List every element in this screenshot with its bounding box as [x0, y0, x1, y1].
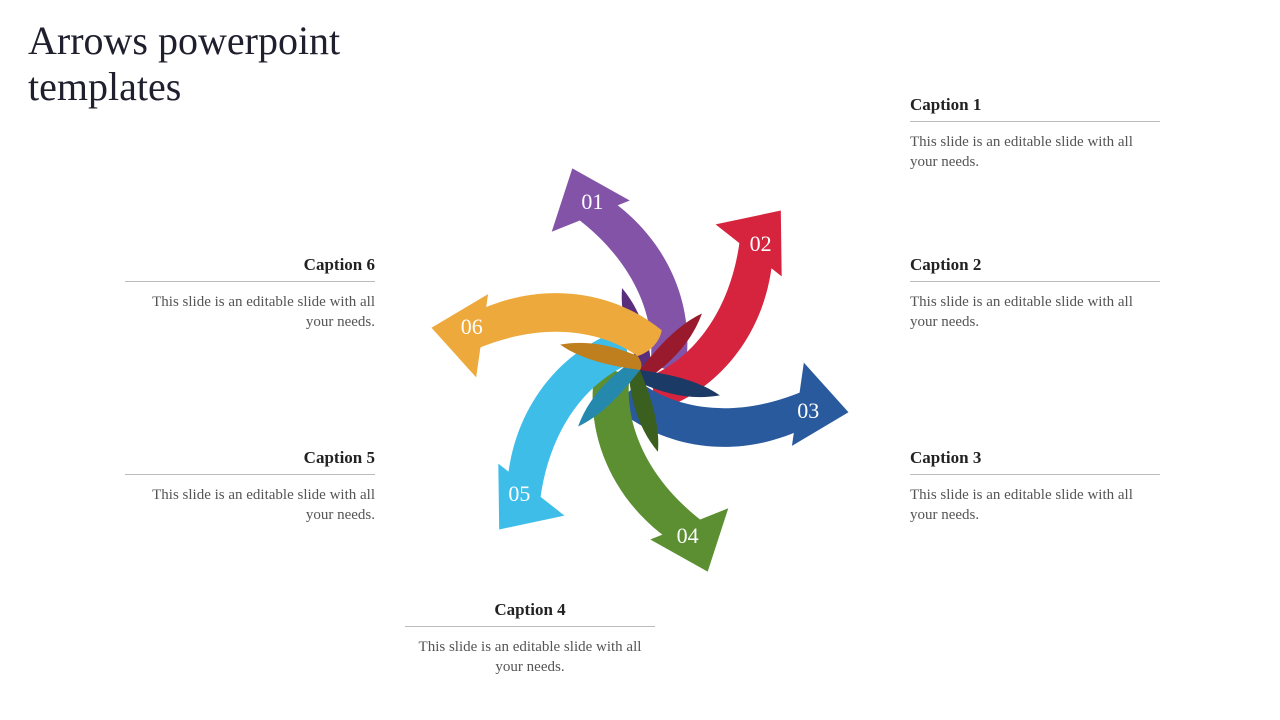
caption-3: Caption 3 This slide is an editable slide…: [910, 448, 1160, 526]
caption-2-title: Caption 2: [910, 255, 1160, 282]
caption-5-body: This slide is an editable slide with all…: [125, 485, 375, 526]
caption-6-title: Caption 6: [125, 255, 375, 282]
caption-5: Caption 5 This slide is an editable slide…: [125, 448, 375, 526]
page-title: Arrows powerpoint templates: [28, 18, 488, 110]
caption-2: Caption 2 This slide is an editable slide…: [910, 255, 1160, 333]
caption-4-body: This slide is an editable slide with all…: [405, 637, 655, 678]
caption-3-title: Caption 3: [910, 448, 1160, 475]
caption-4-title: Caption 4: [405, 600, 655, 627]
caption-2-body: This slide is an editable slide with all…: [910, 292, 1160, 333]
caption-5-title: Caption 5: [125, 448, 375, 475]
caption-1-title: Caption 1: [910, 95, 1160, 122]
spiral-arrow-diagram: [390, 120, 890, 620]
caption-4: Caption 4 This slide is an editable slide…: [405, 600, 655, 678]
caption-6-body: This slide is an editable slide with all…: [125, 292, 375, 333]
caption-3-body: This slide is an editable slide with all…: [910, 485, 1160, 526]
caption-1-body: This slide is an editable slide with all…: [910, 132, 1160, 173]
caption-6: Caption 6 This slide is an editable slide…: [125, 255, 375, 333]
slide: Arrows powerpoint templates 010203040506…: [0, 0, 1280, 720]
caption-1: Caption 1 This slide is an editable slide…: [910, 95, 1160, 173]
